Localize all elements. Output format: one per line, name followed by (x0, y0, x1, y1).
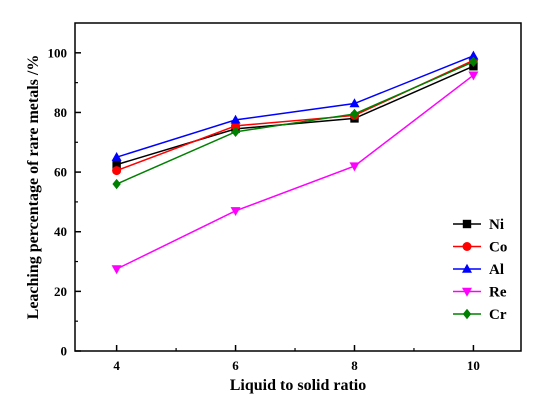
series-al (111, 50, 479, 161)
legend-label: Re (489, 285, 507, 301)
x-tick-label: 4 (113, 358, 120, 373)
data-point-al (349, 98, 360, 108)
plot-frame (74, 22, 522, 352)
legend-label: Al (489, 262, 504, 278)
y-tick-label: 80 (54, 105, 67, 120)
series-line-al (116, 55, 474, 158)
data-point-re (468, 71, 479, 81)
legend-marker (462, 263, 472, 273)
data-point-co (231, 121, 241, 131)
axes: 0 20 40 60 80 100 4 6 8 10 (48, 22, 522, 373)
y-tick-label: 100 (48, 45, 68, 60)
x-axis-title: Liquid to solid ratio (230, 377, 366, 394)
y-axis-title: Leaching percentage of rare metals /% (25, 55, 42, 320)
data-point-co (112, 166, 122, 176)
legend-item-cr: Cr (453, 307, 507, 323)
y-tick-label: 20 (54, 284, 67, 299)
y-tick-label: 60 (54, 165, 67, 180)
data-point-al (468, 50, 479, 60)
data-point-cr (469, 56, 478, 67)
x-tick-label: 10 (467, 358, 480, 373)
series-cr (112, 56, 478, 190)
legend: Ni Co Al Re Cr (453, 217, 507, 323)
data-point-re (349, 162, 360, 172)
y-tick-label: 0 (61, 344, 68, 359)
data-point-cr (350, 108, 359, 120)
legend-marker (462, 242, 472, 251)
data-point-cr (231, 126, 240, 138)
series-co (112, 55, 478, 176)
legend-item-co: Co (453, 240, 507, 256)
x-tick-label: 6 (232, 358, 239, 373)
legend-marker (462, 287, 472, 297)
series-line-cr (116, 61, 474, 185)
data-point-re (111, 265, 122, 275)
series-ni (112, 62, 478, 169)
series-layer (111, 50, 479, 275)
legend-item-al: Al (453, 262, 504, 278)
legend-marker (462, 308, 472, 320)
data-point-cr (112, 178, 121, 190)
x-tick-label: 8 (351, 358, 358, 373)
legend-item-re: Re (453, 285, 507, 301)
legend-label: Co (489, 240, 507, 256)
data-point-ni (112, 160, 121, 169)
data-point-al (230, 114, 241, 124)
legend-item-ni: Ni (453, 217, 504, 233)
series-line-re (116, 74, 474, 270)
legend-marker (462, 219, 472, 229)
legend-label: Cr (489, 307, 507, 323)
series-re (111, 71, 479, 275)
data-point-al (111, 151, 122, 161)
y-tick-label: 40 (54, 224, 67, 239)
legend-label: Ni (489, 217, 504, 233)
data-point-re (230, 207, 241, 217)
